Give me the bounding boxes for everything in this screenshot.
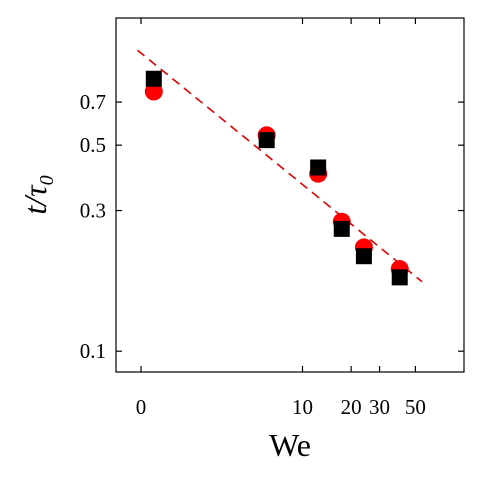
y-label-t: t: [17, 205, 53, 215]
square-marker-5: [391, 269, 408, 286]
y-axis-label: t/τ0: [17, 175, 58, 214]
square-marker-1: [258, 132, 275, 149]
square-marker-3: [333, 220, 350, 237]
square-marker-0: [145, 70, 162, 87]
data-markers: [144, 70, 409, 286]
x-tick-label-3: 30: [369, 395, 390, 419]
x-tick-label-1: 10: [292, 395, 313, 419]
y-label-sep: /: [17, 194, 53, 208]
y-tick-label-1: 0.3: [80, 199, 106, 223]
x-tick-label-2: 20: [341, 395, 362, 419]
y-tick-label-0: 0.1: [80, 339, 106, 363]
fit-line-group: [136, 49, 423, 283]
square-marker-2: [310, 159, 327, 176]
y-tick-label-3: 0.7: [80, 90, 106, 114]
square-marker-4: [355, 248, 372, 265]
circle-marker-0: [144, 82, 163, 101]
y-label-tau: τ: [17, 184, 53, 197]
x-tick-label-4: 50: [405, 395, 426, 419]
fit-line: [136, 49, 423, 283]
x-axis-label: We: [269, 427, 311, 463]
plot-frame: [115, 17, 465, 373]
y-label-sub: 0: [36, 175, 58, 185]
y-tick-label-2: 0.5: [80, 133, 106, 157]
tick-labels: 0 10 20 30 50 0.1 0.3 0.5 0.7: [80, 90, 426, 419]
axis-ticks: [116, 18, 464, 372]
x-tick-label-0: 0: [136, 395, 147, 419]
